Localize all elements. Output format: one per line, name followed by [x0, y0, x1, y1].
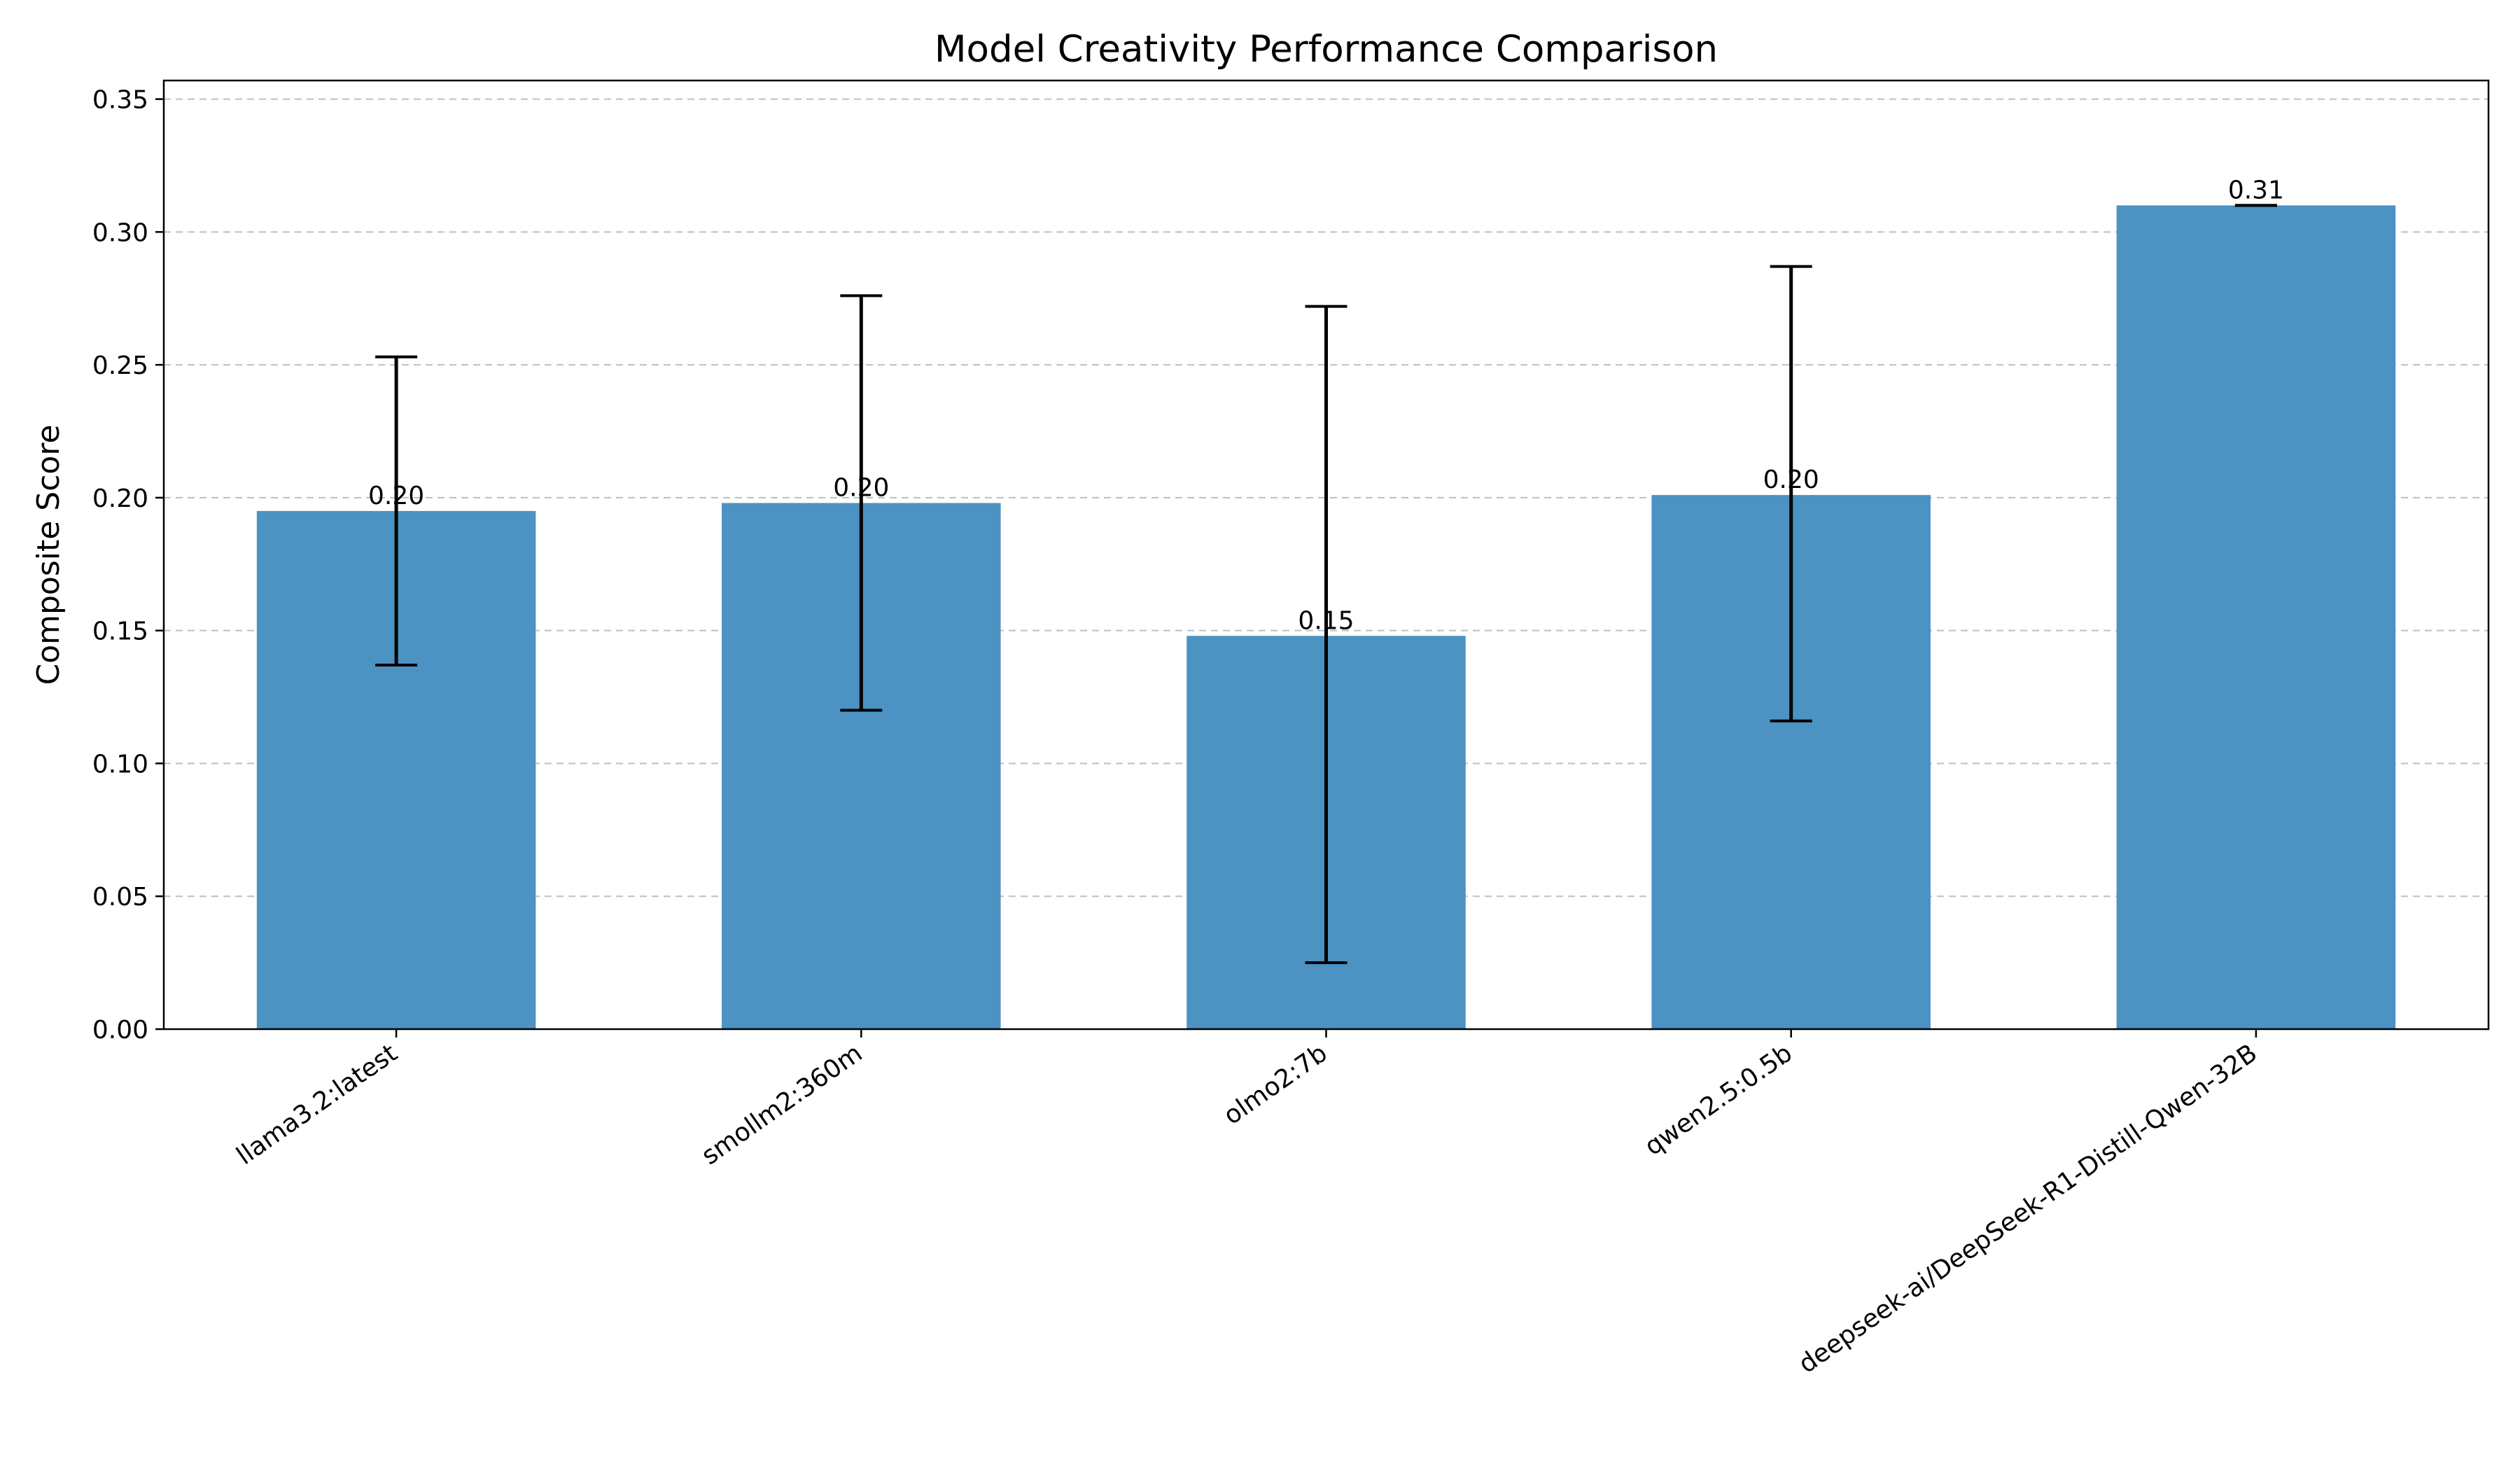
y-tick-label: 0.05: [92, 883, 148, 912]
bar-value-label: 0.20: [1763, 466, 1819, 494]
y-tick-label: 0.00: [92, 1016, 148, 1045]
bar-value-label: 0.20: [833, 473, 889, 502]
error-bar: [1305, 305, 1348, 965]
chart-title: Model Creativity Performance Comparison: [934, 28, 1718, 71]
x-tick-label: llama3.2:latest: [232, 1039, 403, 1171]
x-tick-label: deepseek-ai/DeepSeek-R1-Distill-Qwen-32B: [1793, 1039, 2262, 1379]
y-tick-label: 0.25: [92, 351, 148, 380]
x-tick-label: olmo2:7b: [1219, 1039, 1333, 1131]
y-tick-label: 0.20: [92, 484, 148, 513]
y-tick-label: 0.30: [92, 218, 148, 247]
y-axis-ticks: 0.00 0.05 0.10 0.15 0.20 0.25 0.30 0.35: [92, 86, 164, 1045]
bar: [2116, 205, 2396, 1029]
error-bar: [375, 355, 418, 667]
error-bar: [840, 294, 883, 712]
value-labels: 0.20 0.20 0.15 0.20 0.31: [368, 176, 2284, 635]
bar-value-label: 0.31: [2228, 176, 2284, 204]
error-bars: [375, 204, 2277, 965]
x-tick-label: smollm2:360m: [696, 1039, 867, 1171]
bar-value-label: 0.15: [1298, 606, 1354, 635]
y-tick-label: 0.15: [92, 617, 148, 646]
x-axis-ticks: llama3.2:latest smollm2:360m olmo2:7b qwen2…: [232, 1029, 2262, 1379]
error-bar: [1770, 265, 1812, 722]
y-tick-label: 0.35: [92, 86, 148, 115]
y-tick-label: 0.10: [92, 750, 148, 779]
bar-value-label: 0.20: [368, 482, 424, 510]
y-axis-label: Composite Score: [31, 424, 66, 685]
x-tick-label: qwen2.5:0.5b: [1639, 1039, 1798, 1161]
